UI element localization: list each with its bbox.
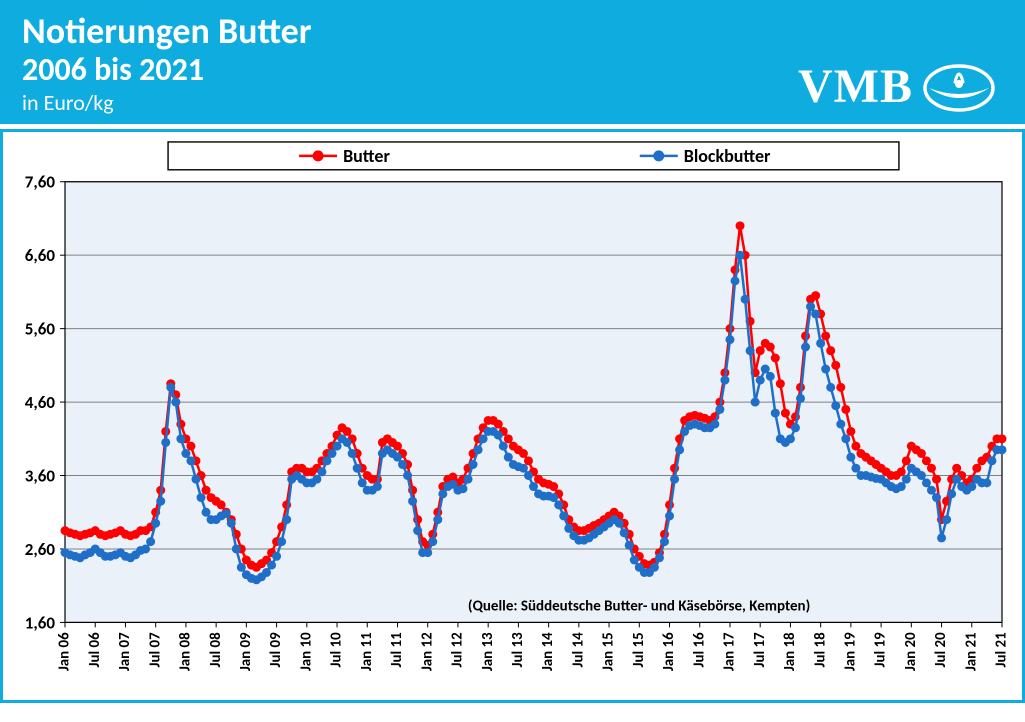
svg-text:Jan 10: Jan 10 (297, 632, 315, 671)
header: Notierungen Butter 2006 bis 2021 in Euro… (0, 0, 1025, 129)
svg-text:Jul 08: Jul 08 (207, 632, 225, 668)
svg-text:Jan 17: Jan 17 (721, 632, 739, 671)
svg-text:Jan 16: Jan 16 (660, 632, 678, 671)
chart-card: Notierungen Butter 2006 bis 2021 in Euro… (0, 0, 1025, 722)
svg-text:Jan 14: Jan 14 (539, 632, 557, 671)
svg-text:Jul 15: Jul 15 (630, 632, 648, 667)
svg-text:7,60: 7,60 (25, 172, 56, 193)
logo: VMB (798, 59, 1001, 114)
svg-text:Jul 19: Jul 19 (872, 632, 890, 668)
svg-text:Jul 13: Jul 13 (509, 632, 527, 668)
svg-text:1,60: 1,60 (25, 612, 56, 633)
svg-text:Jan 21: Jan 21 (962, 632, 980, 671)
svg-text:Jan 09: Jan 09 (237, 632, 255, 671)
svg-text:Jan 19: Jan 19 (841, 632, 859, 671)
svg-text:Jul 10: Jul 10 (328, 632, 346, 668)
svg-text:Jul 16: Jul 16 (690, 632, 708, 668)
chart-container: 1,60 2,60 3,60 4,60 5,60 6,60 7,60 Jan 06 Jul 06… (0, 129, 1025, 703)
svg-text:3,60: 3,60 (25, 465, 56, 486)
svg-text:5,60: 5,60 (25, 318, 56, 339)
svg-text:Jul 14: Jul 14 (569, 632, 587, 668)
svg-text:(Quelle: Süddeutsche Butter- u: (Quelle: Süddeutsche Butter- und Käsebör… (468, 597, 810, 615)
svg-text:Jan 07: Jan 07 (116, 632, 134, 671)
title: Notierungen Butter (22, 12, 1003, 52)
logo-icon (923, 60, 1001, 112)
svg-text:Jul 07: Jul 07 (146, 632, 164, 668)
svg-text:Jul 20: Jul 20 (932, 632, 950, 668)
svg-text:Jan 18: Jan 18 (781, 632, 799, 671)
svg-text:Jul 11: Jul 11 (388, 632, 406, 668)
svg-text:4,60: 4,60 (25, 392, 56, 413)
svg-text:2,60: 2,60 (25, 539, 56, 560)
svg-text:Jul 12: Jul 12 (449, 632, 467, 668)
svg-text:Jan 12: Jan 12 (418, 632, 436, 671)
svg-text:Blockbutter: Blockbutter (684, 145, 771, 167)
svg-text:Butter: Butter (343, 145, 390, 167)
svg-text:Jan 11: Jan 11 (358, 632, 376, 671)
svg-text:Jul 06: Jul 06 (86, 632, 104, 668)
svg-text:6,60: 6,60 (25, 245, 56, 266)
svg-text:Jan 08: Jan 08 (177, 632, 195, 671)
svg-text:Jan 15: Jan 15 (600, 632, 618, 671)
svg-text:Jan 20: Jan 20 (902, 632, 920, 671)
svg-text:Jul 17: Jul 17 (751, 632, 769, 668)
svg-text:Jul 18: Jul 18 (811, 632, 829, 668)
svg-text:Jan 06: Jan 06 (56, 632, 74, 671)
svg-text:Jan 13: Jan 13 (479, 632, 497, 671)
svg-text:Jul 21: Jul 21 (993, 632, 1011, 668)
logo-text: VMB (798, 59, 913, 114)
svg-text:Jul 09: Jul 09 (267, 632, 285, 668)
line-chart: 1,60 2,60 3,60 4,60 5,60 6,60 7,60 Jan 06 Jul 06… (3, 132, 1022, 700)
